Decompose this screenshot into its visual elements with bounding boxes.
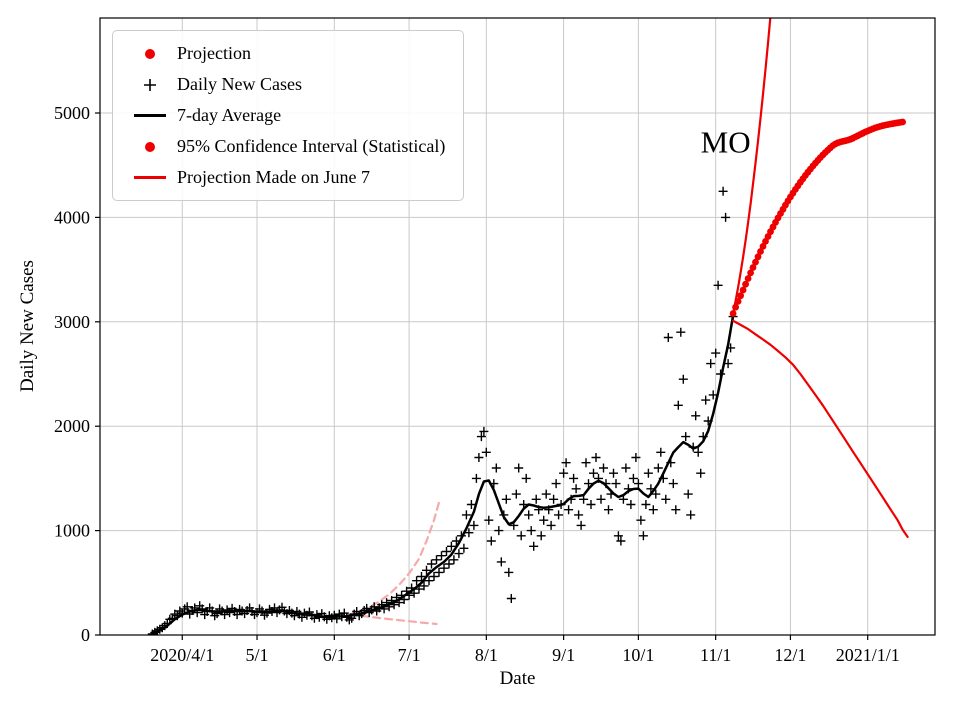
legend-row-7-day-average: 7-day Average xyxy=(123,100,445,131)
svg-text:12/1: 12/1 xyxy=(774,645,806,665)
legend-label-7-day-average: 7-day Average xyxy=(177,105,282,125)
confidence-dot-icon xyxy=(123,141,177,152)
x-axis-label: Date xyxy=(499,668,536,689)
svg-text:2020/4/1: 2020/4/1 xyxy=(150,645,214,665)
svg-text:8/1: 8/1 xyxy=(475,645,498,665)
legend-label-daily-new-cases: Daily New Cases xyxy=(177,74,302,94)
y-axis-ticks: 0 1000 2000 3000 4000 5000 xyxy=(54,103,100,645)
legend-row-daily-new-cases: Daily New Cases xyxy=(123,69,445,100)
ci-upper-series xyxy=(731,18,772,315)
svg-text:1000: 1000 xyxy=(54,521,90,541)
svg-text:0: 0 xyxy=(81,625,90,645)
svg-text:7/1: 7/1 xyxy=(398,645,421,665)
svg-text:3000: 3000 xyxy=(54,312,90,332)
svg-text:6/1: 6/1 xyxy=(323,645,346,665)
projection-line-icon xyxy=(123,176,177,179)
legend-label-projection-june-7: Projection Made on June 7 xyxy=(177,167,370,187)
legend: Projection Daily New Cases 7-day Average… xyxy=(112,30,465,201)
plus-marker-icon xyxy=(123,76,177,94)
svg-text:4000: 4000 xyxy=(54,207,90,227)
svg-text:9/1: 9/1 xyxy=(552,645,575,665)
x-axis-ticks: 2020/4/1 5/1 6/1 7/1 8/1 9/1 10/1 11/1 12/1 2021/… xyxy=(150,635,900,665)
svg-text:5000: 5000 xyxy=(54,103,90,123)
7-day-average-series xyxy=(151,314,735,635)
state-annotation: MO xyxy=(701,125,751,160)
legend-row-confidence-interval: 95% Confidence Interval (Statistical) xyxy=(123,131,445,162)
projection-dot-icon xyxy=(123,48,177,59)
plot-border xyxy=(99,17,936,636)
legend-row-projection: Projection xyxy=(123,38,445,69)
svg-text:11/1: 11/1 xyxy=(700,645,731,665)
svg-text:10/1: 10/1 xyxy=(622,645,654,665)
svg-text:5/1: 5/1 xyxy=(246,645,269,665)
average-line-icon xyxy=(123,114,177,117)
legend-row-projection-june-7: Projection Made on June 7 xyxy=(123,162,445,193)
legend-label-confidence-interval: 95% Confidence Interval (Statistical) xyxy=(177,136,446,156)
june-7-projection-lower-series xyxy=(348,613,438,626)
y-axis-label: Daily New Cases xyxy=(17,260,38,392)
daily-new-cases-series xyxy=(147,186,738,635)
projection-series xyxy=(729,118,906,317)
svg-text:2021/1/1: 2021/1/1 xyxy=(836,645,900,665)
svg-text:2000: 2000 xyxy=(54,416,90,436)
ci-lower-series xyxy=(731,319,909,539)
legend-label-projection: Projection xyxy=(177,43,251,63)
